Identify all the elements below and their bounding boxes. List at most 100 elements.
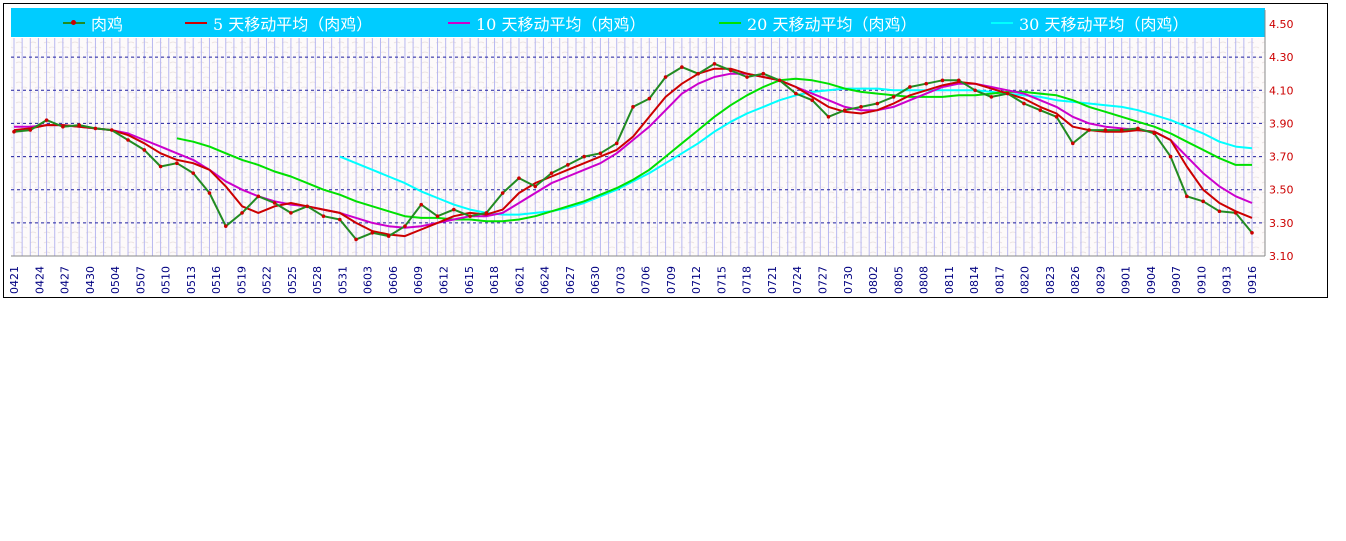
x-tick-label: 0730 xyxy=(842,266,855,294)
x-tick-label: 0709 xyxy=(665,266,678,294)
legend-item-ma10: 10 天移动平均（肉鸡） xyxy=(448,8,645,37)
data-point xyxy=(272,201,277,205)
data-point xyxy=(109,128,114,132)
data-point xyxy=(598,151,603,156)
data-point xyxy=(61,124,65,129)
x-tick-label: 0817 xyxy=(993,266,1006,294)
x-tick-label: 0820 xyxy=(1019,266,1032,294)
data-point xyxy=(321,214,326,219)
x-tick-label: 0907 xyxy=(1170,266,1183,294)
legend-swatch-broiler xyxy=(63,17,85,29)
data-point xyxy=(680,65,684,69)
data-point xyxy=(12,129,16,134)
y-tick-label: 3.50 xyxy=(1269,184,1294,197)
x-tick-label: 0624 xyxy=(539,266,552,294)
data-point xyxy=(337,217,342,222)
x-tick-label: 0507 xyxy=(134,266,147,294)
data-point xyxy=(158,164,163,169)
x-tick-label: 0721 xyxy=(766,266,779,294)
data-point xyxy=(973,88,977,93)
y-tick-label: 3.30 xyxy=(1269,217,1294,230)
legend-swatch-ma10 xyxy=(448,17,470,29)
data-point xyxy=(1136,126,1140,131)
data-point xyxy=(614,141,619,146)
x-tick-label: 0727 xyxy=(816,266,829,294)
legend-swatch-ma30 xyxy=(991,17,1013,29)
data-point xyxy=(728,68,733,73)
x-tick-label: 0718 xyxy=(741,266,754,294)
x-tick-label: 0913 xyxy=(1221,266,1234,294)
x-tick-label: 0504 xyxy=(109,266,122,294)
data-point xyxy=(403,224,407,228)
data-point xyxy=(419,202,424,207)
x-tick-label: 0606 xyxy=(387,266,400,294)
data-point xyxy=(631,105,635,109)
x-tick-label: 0904 xyxy=(1145,266,1158,294)
x-tick-label: 0910 xyxy=(1195,266,1208,294)
data-point xyxy=(500,191,505,195)
data-point xyxy=(240,211,244,215)
series-line-2 xyxy=(14,72,1253,229)
x-tick-label: 0802 xyxy=(867,266,880,294)
plot-background xyxy=(11,38,1265,256)
x-tick-label: 0424 xyxy=(33,266,46,294)
x-tick-label: 0621 xyxy=(513,266,526,294)
data-point xyxy=(256,194,261,199)
data-point xyxy=(826,115,831,119)
data-point xyxy=(810,98,814,103)
data-point xyxy=(582,154,586,159)
x-tick-label: 0525 xyxy=(286,266,299,294)
data-point xyxy=(305,204,310,209)
y-tick-label: 3.10 xyxy=(1269,250,1294,263)
x-tick-label: 0724 xyxy=(791,266,804,294)
series-line-3 xyxy=(176,77,1252,223)
legend-label-ma20: 20 天移动平均（肉鸡） xyxy=(747,14,917,34)
legend-item-ma5: 5 天移动平均（肉鸡） xyxy=(185,8,372,37)
x-tick-label: 0427 xyxy=(59,266,72,294)
x-tick-label: 0528 xyxy=(311,266,324,294)
data-point xyxy=(533,184,538,189)
x-tick-label: 0615 xyxy=(463,266,476,294)
data-point xyxy=(1087,128,1091,132)
data-point xyxy=(908,85,912,89)
x-tick-label: 0612 xyxy=(438,266,451,294)
x-tick-label: 0516 xyxy=(210,266,223,294)
data-point xyxy=(386,234,391,238)
x-tick-label: 0430 xyxy=(84,266,97,294)
x-tick-label: 0712 xyxy=(690,266,703,294)
data-point xyxy=(207,191,212,195)
data-point xyxy=(126,138,130,142)
data-point xyxy=(354,237,358,242)
x-tick-label: 0510 xyxy=(160,266,173,294)
chart-legend: 肉鸡 5 天移动平均（肉鸡） 10 天移动平均（肉鸡） 20 天移动平均（肉鸡）… xyxy=(11,8,1265,37)
x-tick-label: 0519 xyxy=(235,266,248,294)
data-point xyxy=(745,75,749,79)
x-tick-label: 0703 xyxy=(614,266,627,294)
x-tick-label: 0811 xyxy=(943,266,956,294)
data-point xyxy=(93,126,98,131)
data-point xyxy=(1185,194,1189,199)
data-point xyxy=(1054,115,1059,119)
legend-label-broiler: 肉鸡 xyxy=(91,14,124,34)
legend-label-ma10: 10 天移动平均（肉鸡） xyxy=(476,14,646,34)
data-point xyxy=(566,163,570,167)
y-tick-label: 4.10 xyxy=(1269,84,1294,97)
data-point xyxy=(989,95,994,99)
data-point xyxy=(940,78,945,83)
data-point xyxy=(891,95,896,99)
x-tick-label: 0829 xyxy=(1094,266,1107,294)
data-point xyxy=(647,96,652,101)
y-tick-label: 4.30 xyxy=(1269,51,1294,64)
x-tick-label: 0618 xyxy=(488,266,501,294)
data-point xyxy=(777,78,782,83)
data-point xyxy=(435,214,440,219)
data-point xyxy=(468,214,472,219)
x-tick-label: 0715 xyxy=(715,266,728,294)
legend-item-ma20: 20 天移动平均（肉鸡） xyxy=(719,8,916,37)
y-tick-label: 3.90 xyxy=(1269,117,1294,130)
data-point xyxy=(1168,154,1173,159)
data-point xyxy=(1005,91,1010,96)
x-tick-label: 0823 xyxy=(1044,266,1057,294)
data-point xyxy=(663,75,668,79)
data-point xyxy=(712,61,717,66)
